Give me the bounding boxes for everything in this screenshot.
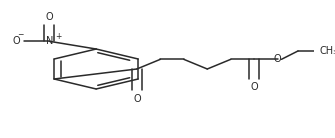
Text: O: O xyxy=(12,36,20,46)
Text: O: O xyxy=(133,94,141,104)
Text: O: O xyxy=(46,12,53,22)
Text: O: O xyxy=(274,54,281,64)
Text: −: − xyxy=(17,30,23,39)
Text: +: + xyxy=(55,32,61,41)
Text: CH₃: CH₃ xyxy=(320,46,335,56)
Text: O: O xyxy=(251,82,258,92)
Text: N: N xyxy=(46,36,53,46)
